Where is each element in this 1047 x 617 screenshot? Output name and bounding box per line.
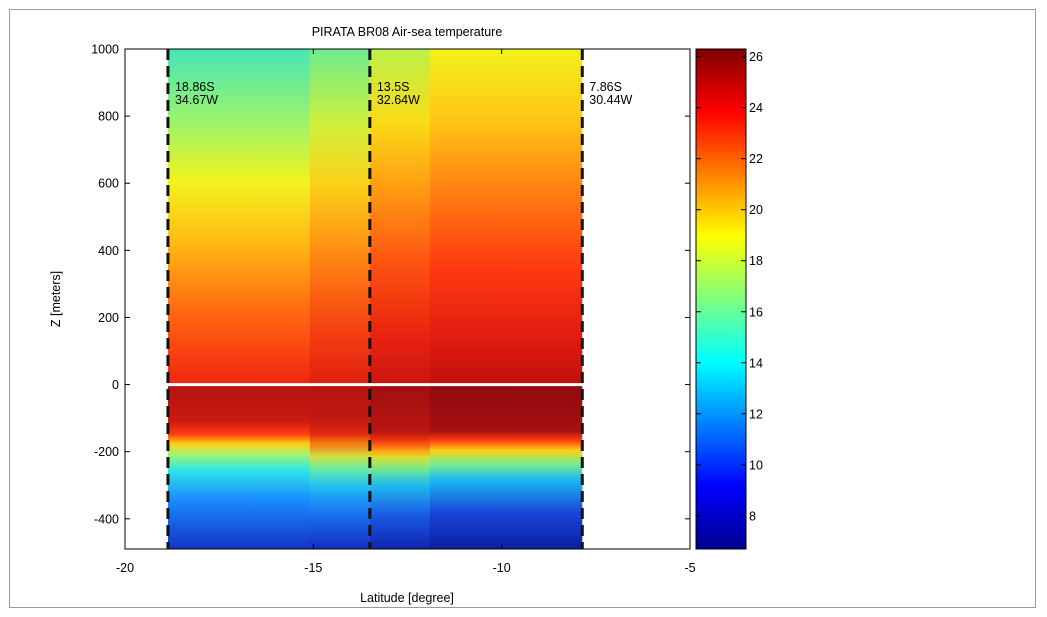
mooring-longitude-label: 32.64W bbox=[377, 93, 420, 107]
mooring-longitude-label: 30.44W bbox=[589, 93, 632, 107]
y-tick-label: 800 bbox=[98, 110, 119, 124]
colorbar-gradient bbox=[695, 48, 747, 550]
mooring-longitude-label: 34.67W bbox=[175, 93, 218, 107]
colorbar: 26 24 22 20 18 16 14 12 10 8 bbox=[695, 48, 763, 550]
mooring-latitude-label: 7.86S bbox=[589, 80, 622, 94]
chart-title: PIRATA BR08 Air-sea temperature bbox=[312, 25, 503, 39]
x-tick-label: -5 bbox=[684, 561, 695, 575]
y-tick-label: 600 bbox=[98, 177, 119, 191]
colorbar-tick-label: 14 bbox=[749, 356, 763, 370]
y-tick-label: 1000 bbox=[91, 43, 119, 57]
y-tick-label: 0 bbox=[112, 378, 119, 392]
plot-area: -20 -15 -10 -5 1000 800 600 400 200 0 -200 -400 18… bbox=[91, 43, 695, 576]
colorbar-tick-label: 10 bbox=[749, 458, 763, 472]
colorbar-tick-label: 22 bbox=[749, 152, 763, 166]
colorbar-tick-label: 24 bbox=[749, 101, 763, 115]
colorbar-tick-label: 8 bbox=[749, 509, 756, 523]
mooring-latitude-label: 13.5S bbox=[377, 80, 410, 94]
colorbar-tick-label: 26 bbox=[749, 50, 763, 64]
y-tick-label: -200 bbox=[94, 445, 119, 459]
y-tick-label: 400 bbox=[98, 244, 119, 258]
colorbar-ticks: 26 24 22 20 18 16 14 12 10 8 bbox=[696, 50, 763, 523]
colorbar-tick-label: 12 bbox=[749, 407, 763, 421]
mooring-latitude-label: 18.86S bbox=[175, 80, 215, 94]
temperature-field bbox=[167, 49, 583, 549]
x-tick-label: -20 bbox=[116, 561, 134, 575]
x-axis-label: Latitude [degree] bbox=[360, 591, 454, 605]
colorbar-tick-label: 18 bbox=[749, 254, 763, 268]
x-tick-label: -10 bbox=[493, 561, 511, 575]
x-axis: -20 -15 -10 -5 bbox=[116, 49, 696, 575]
y-axis-label: Z [meters] bbox=[49, 271, 63, 327]
colorbar-tick-label: 20 bbox=[749, 203, 763, 217]
plot-axes-box bbox=[124, 48, 691, 550]
chart-svg: -20 -15 -10 -5 1000 800 600 400 200 0 -200 -400 18… bbox=[49, 25, 763, 605]
colorbar-tick-label: 16 bbox=[749, 305, 763, 319]
figure-frame: -20 -15 -10 -5 1000 800 600 400 200 0 -200 -400 18… bbox=[9, 9, 1036, 608]
y-axis: 1000 800 600 400 200 0 -200 -400 bbox=[91, 43, 690, 526]
x-tick-label: -15 bbox=[304, 561, 322, 575]
y-tick-label: 200 bbox=[98, 311, 119, 325]
y-tick-label: -400 bbox=[94, 512, 119, 526]
